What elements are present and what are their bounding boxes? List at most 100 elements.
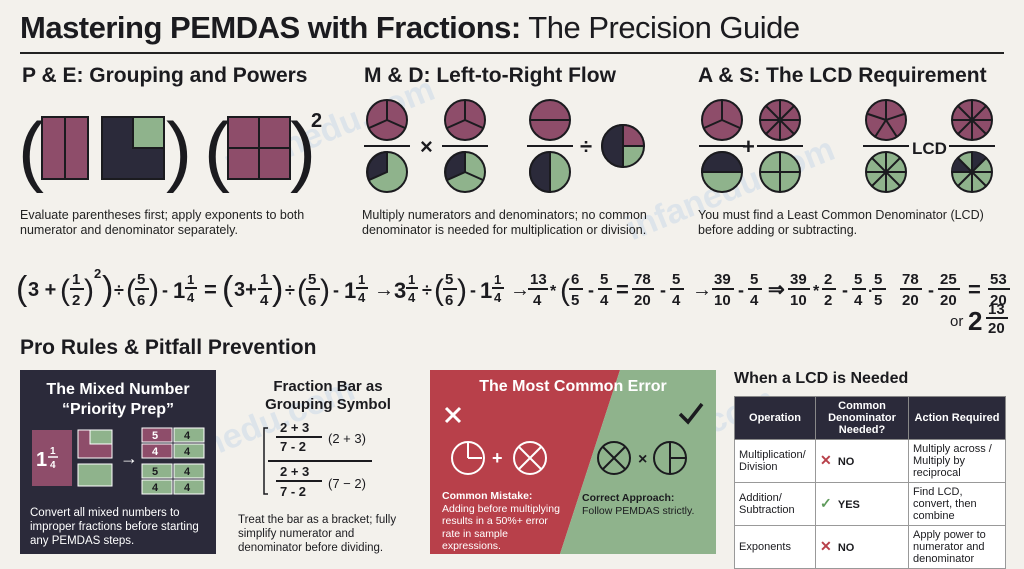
cross-icon: ✕: [820, 538, 832, 554]
svg-text:·: ·: [868, 283, 873, 300]
exponent-label: 2: [311, 110, 322, 132]
mixed-number-illustration: 1 1 4 → 5 4 4 4 5 4 4 4: [32, 427, 205, 495]
svg-text:25: 25: [940, 271, 957, 288]
svg-text:2: 2: [72, 292, 80, 309]
svg-text:3: 3: [394, 278, 406, 303]
lcd-illustration: + LCD: [699, 99, 995, 193]
svg-text:-: -: [928, 280, 934, 300]
svg-text:3 +: 3 +: [28, 279, 56, 301]
svg-text:+: +: [492, 448, 503, 468]
lcd-table-panel: When a LCD is Needed Operation Common De…: [734, 370, 1006, 569]
svg-text:5: 5: [137, 271, 145, 288]
svg-text:4: 4: [152, 482, 159, 494]
multiply-divide-illustration: × ÷: [364, 99, 646, 194]
pro-rules-heading: Pro Rules & Pitfall Prevention: [20, 336, 317, 359]
fraction-bar-illustration: 2 + 3 7 - 2 (2 + 3) 2 + 3 7 - 2 (7 − 2): [263, 420, 372, 499]
svg-text:→: →: [692, 279, 712, 301]
page-title: Mastering PEMDAS with Fractions: The Pre…: [20, 10, 800, 45]
svg-text:1: 1: [187, 272, 194, 287]
lcd-table: Operation Common Denominator Needed? Act…: [734, 396, 1006, 569]
svg-text:5: 5: [672, 271, 680, 288]
svg-text:7 - 2: 7 - 2: [280, 439, 306, 454]
svg-text:5: 5: [854, 271, 862, 288]
svg-text:÷: ÷: [422, 280, 432, 300]
lcd-label: LCD: [912, 139, 947, 158]
section-caption-md: Multiply numerators and denominators; no…: [362, 208, 647, 237]
correct-approach-text: Correct Approach: Follow PEMDAS strictly…: [582, 492, 695, 517]
svg-text:4: 4: [152, 446, 159, 458]
svg-text:39: 39: [790, 271, 807, 288]
svg-text:(7 − 2): (7 − 2): [328, 476, 366, 491]
svg-text:-: -: [470, 280, 476, 300]
common-error-title: The Most Common Error: [479, 378, 667, 395]
svg-text:(: (: [126, 274, 136, 307]
svg-text:(: (: [222, 270, 234, 308]
svg-text:→: →: [510, 279, 530, 301]
svg-text:(: (: [18, 106, 44, 194]
error-illustration: + ×: [444, 402, 704, 475]
svg-text:2 + 3: 2 + 3: [280, 464, 309, 479]
section-caption-pe: Evaluate parentheses first; apply expone…: [20, 208, 305, 237]
svg-text:4: 4: [358, 290, 366, 305]
svg-text:(: (: [434, 274, 444, 307]
mixed-whole: 2: [968, 306, 982, 334]
mixed-num: 13: [988, 301, 1005, 318]
svg-text:): ): [457, 274, 467, 307]
svg-text:-: -: [660, 280, 666, 300]
common-error-panel: The Most Common Error + × Common Mistake…: [430, 370, 716, 554]
svg-text:13: 13: [530, 271, 547, 288]
worked-equation: ( 3 + ( 1 2 ) 2 ) ÷ ( 5 6 ) - 1 1 4 = ( …: [16, 262, 1016, 337]
svg-text:): ): [290, 106, 316, 194]
svg-text:1: 1: [344, 278, 356, 303]
divide-symbol: ÷: [580, 134, 592, 159]
check-icon: ✓: [820, 495, 832, 511]
lcd-table-header: Operation Common Denominator Needed? Act…: [734, 396, 1006, 440]
svg-text:): ): [272, 270, 283, 308]
svg-text:5: 5: [571, 292, 579, 309]
common-mistake-text: Common Mistake: Adding before multiplyin…: [442, 490, 560, 552]
svg-text:): ): [84, 274, 94, 307]
svg-text:20: 20: [990, 292, 1007, 309]
svg-text:10: 10: [790, 292, 807, 309]
svg-text:(: (: [60, 274, 70, 307]
svg-text:6: 6: [445, 292, 453, 309]
svg-text:6: 6: [571, 271, 579, 288]
table-row: Multiplication/ Division ✕ NO Multiply a…: [734, 439, 1006, 483]
svg-text:*: *: [550, 283, 557, 300]
svg-text:4: 4: [672, 292, 681, 309]
svg-text:5: 5: [750, 271, 758, 288]
svg-text:20: 20: [902, 292, 919, 309]
svg-text:1: 1: [494, 272, 501, 287]
equation-svg: ( 3 + ( 1 2 ) 2 ) ÷ ( 5 6 ) - 1 1 4 = ( …: [16, 266, 1010, 337]
svg-text:1: 1: [408, 272, 415, 287]
svg-text:-: -: [842, 280, 848, 300]
svg-text:-: -: [333, 280, 339, 300]
svg-text:2: 2: [824, 292, 832, 309]
svg-text:5: 5: [152, 430, 158, 442]
svg-text:(: (: [16, 270, 28, 308]
svg-text:4: 4: [184, 466, 191, 478]
svg-text:7 - 2: 7 - 2: [280, 484, 306, 499]
grouping-powers-illustration: ( ) ( ) 2: [18, 106, 322, 194]
svg-text:): ): [166, 106, 192, 194]
svg-text:4: 4: [184, 482, 191, 494]
svg-text:1: 1: [480, 278, 492, 303]
svg-text:=: =: [968, 277, 981, 302]
mixed-number-title: The Mixed Number “Priority Prep”: [46, 381, 190, 418]
svg-text:78: 78: [634, 271, 651, 288]
title-divider: [20, 52, 1004, 54]
multiply-symbol: ×: [420, 134, 433, 159]
svg-text:20: 20: [940, 292, 957, 309]
svg-text:⇒: ⇒: [768, 279, 785, 301]
svg-text:6: 6: [137, 292, 145, 309]
svg-text:1: 1: [50, 446, 56, 457]
svg-text:5: 5: [874, 271, 882, 288]
svg-text:4: 4: [187, 290, 195, 305]
svg-text:5: 5: [152, 466, 158, 478]
svg-text:4: 4: [854, 292, 863, 309]
svg-text:(: (: [297, 274, 307, 307]
svg-text:53: 53: [990, 271, 1007, 288]
svg-text:5: 5: [600, 271, 608, 288]
svg-text:4: 4: [600, 292, 609, 309]
svg-text:=: =: [616, 277, 629, 302]
